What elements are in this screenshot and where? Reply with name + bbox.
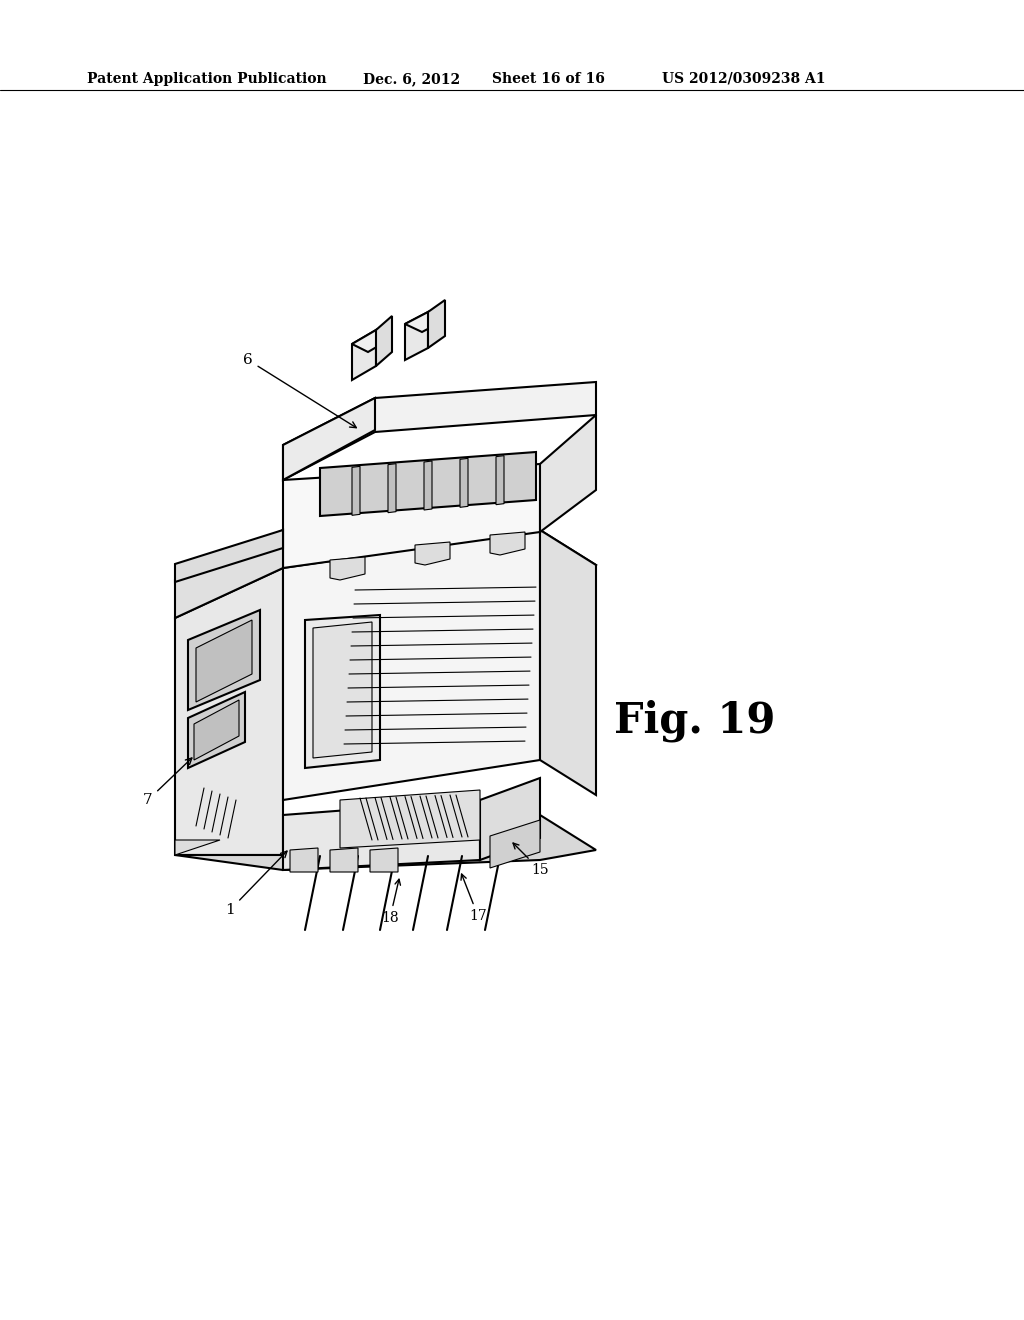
- Polygon shape: [175, 531, 596, 648]
- Polygon shape: [330, 847, 358, 873]
- Text: 18: 18: [381, 879, 400, 925]
- Polygon shape: [352, 466, 360, 515]
- Polygon shape: [406, 312, 428, 360]
- Polygon shape: [376, 315, 392, 366]
- Text: Patent Application Publication: Patent Application Publication: [87, 73, 327, 86]
- Polygon shape: [175, 814, 596, 870]
- Text: 6: 6: [243, 352, 356, 428]
- Text: US 2012/0309238 A1: US 2012/0309238 A1: [662, 73, 825, 86]
- Polygon shape: [370, 847, 398, 873]
- Polygon shape: [283, 800, 480, 870]
- Polygon shape: [194, 700, 239, 760]
- Polygon shape: [175, 840, 220, 855]
- Polygon shape: [290, 847, 318, 873]
- Polygon shape: [540, 531, 596, 795]
- Text: 1: 1: [225, 851, 287, 917]
- Polygon shape: [305, 615, 380, 768]
- Polygon shape: [460, 458, 468, 507]
- Text: 17: 17: [461, 874, 486, 923]
- Polygon shape: [313, 622, 372, 758]
- Polygon shape: [540, 414, 596, 532]
- Text: 15: 15: [513, 843, 549, 876]
- Polygon shape: [480, 777, 540, 861]
- Polygon shape: [428, 300, 445, 348]
- Polygon shape: [490, 532, 525, 554]
- Polygon shape: [415, 543, 450, 565]
- Polygon shape: [196, 620, 252, 702]
- Polygon shape: [424, 461, 432, 510]
- Polygon shape: [496, 455, 504, 504]
- Polygon shape: [406, 312, 445, 333]
- Polygon shape: [352, 330, 376, 380]
- Polygon shape: [175, 531, 283, 582]
- Polygon shape: [188, 610, 260, 710]
- Polygon shape: [175, 531, 283, 618]
- Polygon shape: [490, 820, 540, 869]
- Polygon shape: [283, 399, 375, 480]
- Polygon shape: [175, 568, 283, 855]
- Text: Dec. 6, 2012: Dec. 6, 2012: [362, 73, 460, 86]
- Polygon shape: [283, 381, 596, 480]
- Polygon shape: [319, 451, 536, 516]
- Polygon shape: [188, 692, 245, 768]
- Polygon shape: [330, 557, 365, 579]
- Text: Fig. 19: Fig. 19: [614, 700, 775, 742]
- Polygon shape: [352, 330, 392, 352]
- Text: Sheet 16 of 16: Sheet 16 of 16: [492, 73, 605, 86]
- Text: 7: 7: [143, 758, 191, 807]
- Polygon shape: [340, 789, 480, 847]
- Polygon shape: [283, 531, 540, 800]
- Polygon shape: [283, 465, 540, 568]
- Polygon shape: [388, 463, 396, 512]
